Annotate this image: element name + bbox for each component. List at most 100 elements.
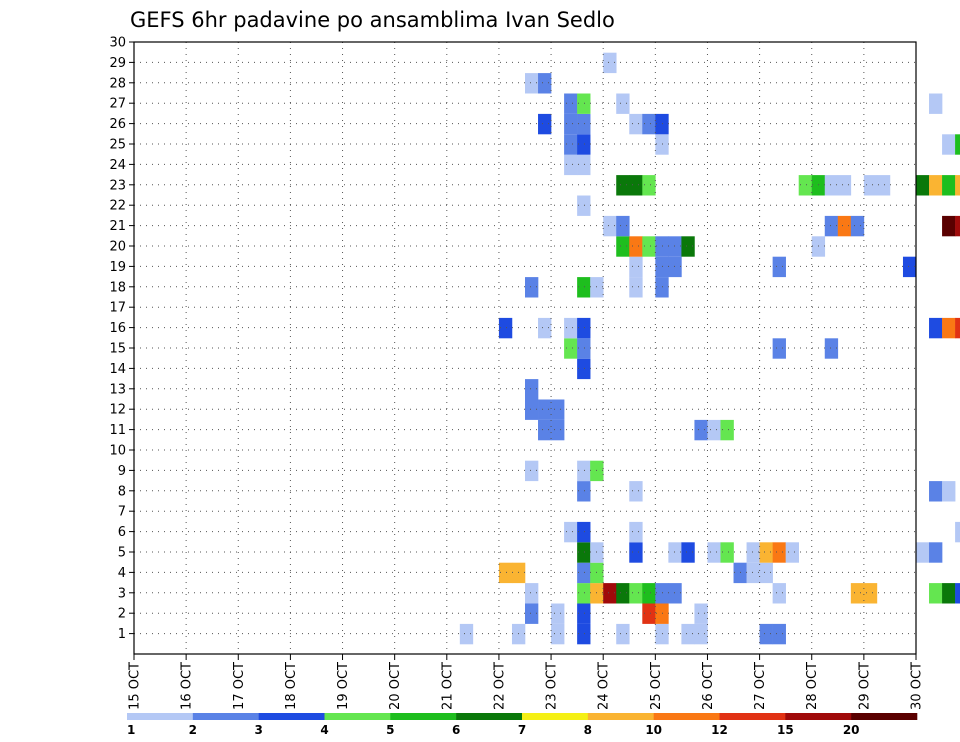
- precip-cell: [694, 419, 708, 441]
- x-tick-label: 26 OCT: [701, 662, 716, 710]
- precip-cell: [929, 542, 943, 563]
- y-tick-label: 22: [109, 199, 126, 214]
- precip-cell: [798, 175, 813, 196]
- precip-cell: [629, 175, 643, 196]
- precip-cell: [655, 113, 669, 135]
- precip-cell: [629, 256, 643, 278]
- colorbar-swatch: [522, 713, 589, 720]
- x-tick-label: 30 OCT: [910, 662, 925, 710]
- y-tick-label: 21: [109, 219, 126, 234]
- precip-cell: [668, 542, 682, 563]
- precip-cell: [577, 603, 591, 624]
- precip-cell: [525, 603, 539, 624]
- precip-cell: [772, 623, 786, 645]
- x-tick-label: 25 OCT: [649, 662, 664, 710]
- x-tick-label: 29 OCT: [857, 662, 872, 710]
- precip-cell: [942, 317, 956, 339]
- precip-cell: [642, 236, 656, 257]
- precip-cell: [551, 623, 565, 645]
- precip-cell: [772, 542, 786, 563]
- precip-cell: [772, 256, 786, 278]
- colorbar-label: 10: [645, 723, 662, 737]
- precip-cell: [577, 317, 591, 339]
- precip-cell: [629, 236, 643, 257]
- precip-cell: [929, 583, 943, 604]
- precip-cell: [655, 277, 669, 298]
- precip-cell: [824, 215, 839, 237]
- precip-cell: [955, 175, 960, 196]
- precip-cell: [616, 215, 630, 237]
- precip-cell: [655, 236, 669, 257]
- precip-cell: [538, 73, 552, 94]
- y-tick-label: 26: [109, 117, 126, 132]
- precip-cell: [577, 562, 591, 584]
- y-tick-label: 3: [118, 586, 126, 601]
- y-tick-label: 23: [109, 178, 126, 193]
- x-axis-ticks: 15 OCT 16 OCT 17 OCT 18 OCT 19 OCT 20 OCT 21 O…: [128, 654, 925, 710]
- precip-cell: [616, 583, 630, 604]
- precip-cell: [837, 215, 852, 237]
- precip-cell: [759, 623, 773, 645]
- precip-cell: [590, 460, 604, 482]
- colorbar-swatch: [587, 713, 654, 720]
- y-tick-label: 7: [118, 505, 126, 520]
- precip-cell: [577, 521, 591, 543]
- y-tick-label: 4: [118, 566, 126, 581]
- precip-cell: [511, 623, 526, 645]
- precip-cell: [564, 134, 578, 155]
- precip-cell: [525, 399, 539, 420]
- y-tick-label: 2: [118, 607, 126, 622]
- precip-cell: [564, 113, 578, 135]
- precip-cell: [538, 317, 552, 339]
- y-tick-label: 13: [109, 382, 126, 397]
- precip-cell: [498, 562, 513, 584]
- precip-cell: [955, 134, 960, 155]
- precip-cell: [655, 623, 669, 645]
- y-tick-label: 20: [109, 240, 126, 255]
- x-tick-label: 19 OCT: [336, 662, 351, 710]
- precip-cell: [942, 583, 956, 604]
- precip-cell: [616, 236, 630, 257]
- precip-cell: [564, 521, 578, 543]
- x-tick-label: 20 OCT: [388, 662, 403, 710]
- x-tick-label: 17 OCT: [232, 662, 247, 710]
- y-tick-label: 17: [109, 301, 126, 316]
- precip-cell: [629, 113, 643, 135]
- colorbar-swatch: [390, 713, 457, 720]
- y-tick-label: 8: [118, 484, 126, 499]
- precip-cell: [577, 113, 591, 135]
- colorbar-label: 3: [254, 723, 262, 737]
- precip-cell: [720, 542, 734, 563]
- precip-cell: [577, 623, 591, 645]
- precip-cell: [772, 583, 786, 604]
- precip-cell: [538, 113, 552, 135]
- precip-cell: [629, 521, 643, 543]
- precip-cell: [655, 603, 669, 624]
- precipitation-cells: [459, 52, 960, 645]
- precip-cell: [824, 175, 839, 196]
- precip-cell: [720, 419, 734, 441]
- colorbar-label: 8: [584, 723, 592, 737]
- y-tick-label: 9: [118, 464, 126, 479]
- precip-cell: [603, 52, 617, 74]
- y-tick-label: 30: [109, 36, 126, 51]
- precip-cell: [929, 317, 943, 339]
- colorbar: 1 2 3 4 5 6 7 8 10 12 15 20: [127, 713, 918, 737]
- colorbar-swatch: [456, 713, 523, 720]
- precip-cell: [642, 175, 656, 196]
- colorbar-label: 20: [843, 723, 860, 737]
- y-tick-label: 25: [109, 138, 126, 153]
- colorbar-swatch: [258, 713, 325, 720]
- colorbar-label: 5: [386, 723, 394, 737]
- y-tick-label: 15: [109, 342, 126, 357]
- precip-cell: [942, 215, 956, 237]
- y-tick-label: 12: [109, 403, 126, 418]
- precip-cell: [681, 542, 695, 563]
- precip-cell: [577, 542, 591, 563]
- precip-cell: [681, 236, 695, 257]
- x-tick-label: 27 OCT: [753, 662, 768, 710]
- colorbar-label: 15: [777, 723, 794, 737]
- y-tick-label: 11: [109, 423, 126, 438]
- precip-cell: [551, 399, 565, 420]
- precip-cell: [629, 277, 643, 298]
